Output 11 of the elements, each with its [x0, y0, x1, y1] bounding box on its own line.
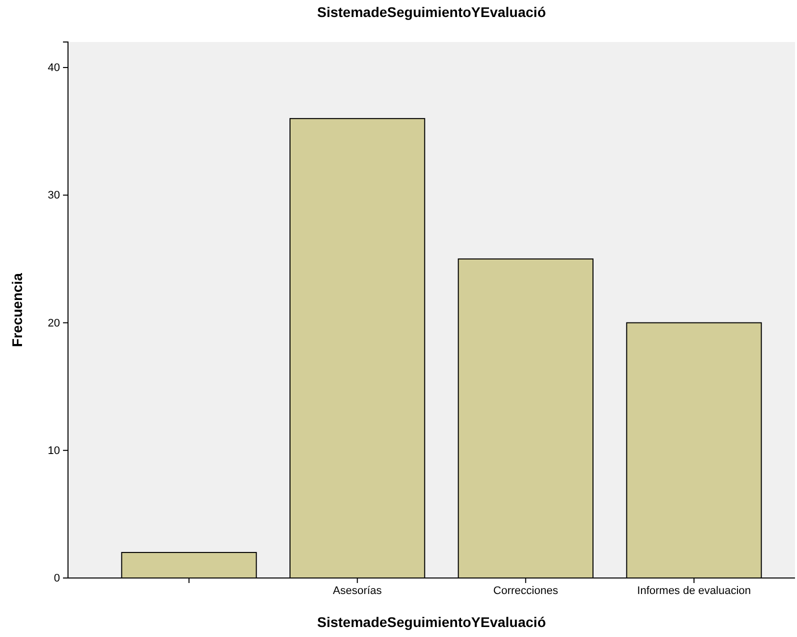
chart-title: SistemadeSeguimientoYEvaluació	[317, 4, 546, 20]
y-tick-label: 40	[48, 62, 60, 74]
y-tick-label: 10	[48, 444, 60, 457]
y-tick-label: 20	[48, 317, 60, 330]
y-tick-label: 30	[48, 190, 60, 202]
y-axis-title: Frecuencia	[9, 272, 25, 347]
x-tick-label: Informes de evaluacion	[637, 584, 751, 597]
y-tick-label: 0	[54, 572, 60, 585]
x-tick-label: Asesorías	[332, 584, 382, 597]
x-tick-label: Correcciones	[493, 584, 559, 597]
x-axis-title: SistemadeSeguimientoYEvaluació	[317, 614, 546, 630]
